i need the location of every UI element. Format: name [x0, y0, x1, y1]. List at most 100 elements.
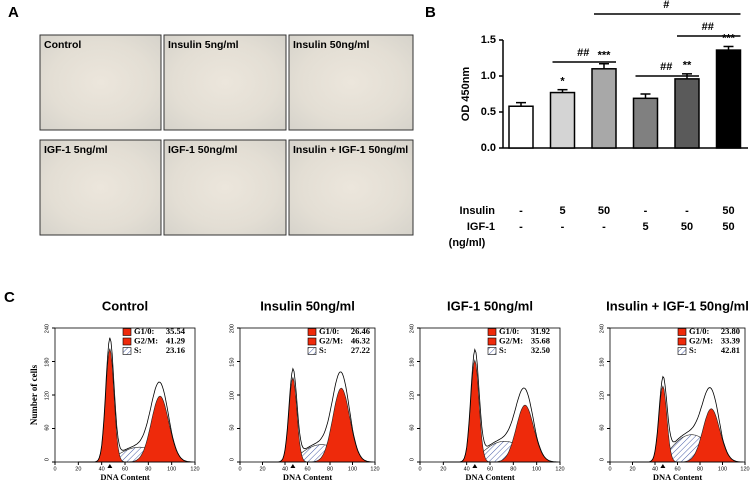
x-tick-label: 100: [532, 466, 541, 472]
histogram-title: IGF-1 50ng/ml: [447, 298, 533, 313]
g1-marker: [660, 464, 666, 468]
x-tick-label: 60: [674, 466, 680, 472]
y-tick-label: 150: [229, 358, 235, 367]
micrograph-label: Insulin 5ng/ml: [168, 39, 239, 51]
x-tick-label: 100: [348, 466, 357, 472]
y-tick-label: 60: [44, 425, 50, 431]
total-outline: [78, 337, 193, 463]
x-tick-label: 100: [718, 466, 727, 472]
bar: [549, 91, 576, 149]
histogram-title: Insulin 50ng/ml: [260, 298, 355, 313]
micrograph-label: IGF-1 50ng/ml: [168, 144, 238, 156]
panel-label: C: [4, 289, 15, 306]
x-tick-label: 20: [75, 466, 81, 472]
x-tick-label: 0: [53, 466, 56, 472]
y-tick-label: 0: [599, 458, 605, 461]
y-tick-label: 180: [44, 358, 50, 367]
treatment-dose: -: [602, 221, 606, 233]
micrograph-label: Control: [44, 39, 81, 51]
treatment-dose: -: [644, 205, 648, 217]
x-tick-label: 60: [122, 466, 128, 472]
x-tick-label: 80: [697, 466, 703, 472]
y-tick-label: 120: [599, 391, 605, 400]
y-tick-label: 120: [44, 391, 50, 400]
y-tick-label: 120: [409, 391, 415, 400]
legend-swatch: [677, 347, 687, 355]
x-tick-label: 120: [190, 466, 199, 472]
legend-value: 35.54: [166, 326, 186, 336]
micrograph: [163, 34, 287, 131]
x-axis-label: DNA Content: [465, 472, 515, 482]
g1-marker: [290, 464, 296, 468]
y-tick-label: 240: [44, 324, 50, 333]
y-axis-label: Number of cells: [29, 364, 39, 425]
histogram-title: Control: [102, 298, 148, 313]
legend-swatch: [677, 337, 687, 346]
x-tick-label: 0: [418, 466, 421, 472]
y-tick-label: 50: [229, 425, 235, 431]
legend-value: 23.16: [166, 345, 185, 355]
x-tick-label: 40: [282, 466, 288, 472]
treatment-label: Insulin: [460, 205, 496, 217]
legend-swatch: [307, 347, 317, 355]
y-tick-label: 0.0: [481, 142, 496, 154]
micrograph-label: IGF-1 5ng/ml: [44, 144, 108, 156]
y-tick-label: 0: [229, 458, 235, 461]
total-outline: [632, 375, 743, 463]
legend-swatch: [487, 347, 497, 355]
legend-value: 33.39: [721, 335, 740, 345]
treatment-dose: 5: [559, 205, 565, 217]
x-axis-label: DNA Content: [653, 472, 703, 482]
legend-swatch: [307, 337, 317, 346]
treatment-label: IGF-1: [467, 221, 495, 233]
micrograph: [163, 139, 287, 236]
treatment-unit: (ng/ml): [449, 237, 486, 249]
x-tick-label: 120: [370, 466, 379, 472]
x-tick-label: 40: [464, 466, 470, 472]
y-tick-label: 240: [599, 324, 605, 333]
comparison-mark: ##: [660, 61, 672, 73]
panel-label: A: [8, 4, 19, 21]
legend-value: 27.22: [351, 345, 370, 355]
x-tick-label: 20: [259, 466, 265, 472]
y-tick-label: 60: [409, 425, 415, 431]
significance-mark: ***: [598, 50, 612, 62]
legend-label: S:: [499, 345, 507, 355]
legend-value: 35.68: [531, 335, 550, 345]
legend-value: 42.81: [721, 345, 740, 355]
legend-label: S:: [689, 345, 697, 355]
treatment-dose: 50: [598, 205, 610, 217]
legend-value: 31.92: [531, 326, 550, 336]
legend-swatch: [487, 328, 497, 336]
legend-label: G2/M:: [134, 335, 158, 345]
legend-label: G1/0:: [319, 326, 339, 336]
legend-swatch: [307, 328, 317, 336]
y-tick-label: 100: [229, 391, 235, 400]
y-tick-label: 240: [409, 324, 415, 333]
legend-value: 23.80: [721, 326, 740, 336]
legend-label: G2/M:: [689, 335, 713, 345]
x-tick-label: 80: [327, 466, 333, 472]
legend-swatch: [487, 337, 497, 346]
x-tick-label: 20: [440, 466, 446, 472]
treatment-dose: -: [519, 205, 523, 217]
y-axis-label: OD 450nm: [460, 67, 472, 122]
bar: [632, 97, 659, 149]
x-tick-label: 100: [167, 466, 176, 472]
treatment-dose: 5: [642, 221, 648, 233]
panel-label: B: [425, 4, 436, 21]
y-tick-label: 1.5: [481, 34, 496, 46]
micrograph: [288, 139, 414, 236]
x-tick-label: 40: [99, 466, 105, 472]
comparison-mark: ##: [577, 47, 589, 59]
x-tick-label: 40: [652, 466, 658, 472]
legend-swatch: [122, 347, 132, 355]
legend-value: 46.32: [351, 335, 370, 345]
legend-label: S:: [134, 345, 142, 355]
y-tick-label: 0: [409, 458, 415, 461]
g1-marker: [472, 464, 478, 468]
bar: [674, 78, 700, 149]
treatment-dose: -: [519, 221, 523, 233]
legend-swatch: [677, 328, 687, 336]
